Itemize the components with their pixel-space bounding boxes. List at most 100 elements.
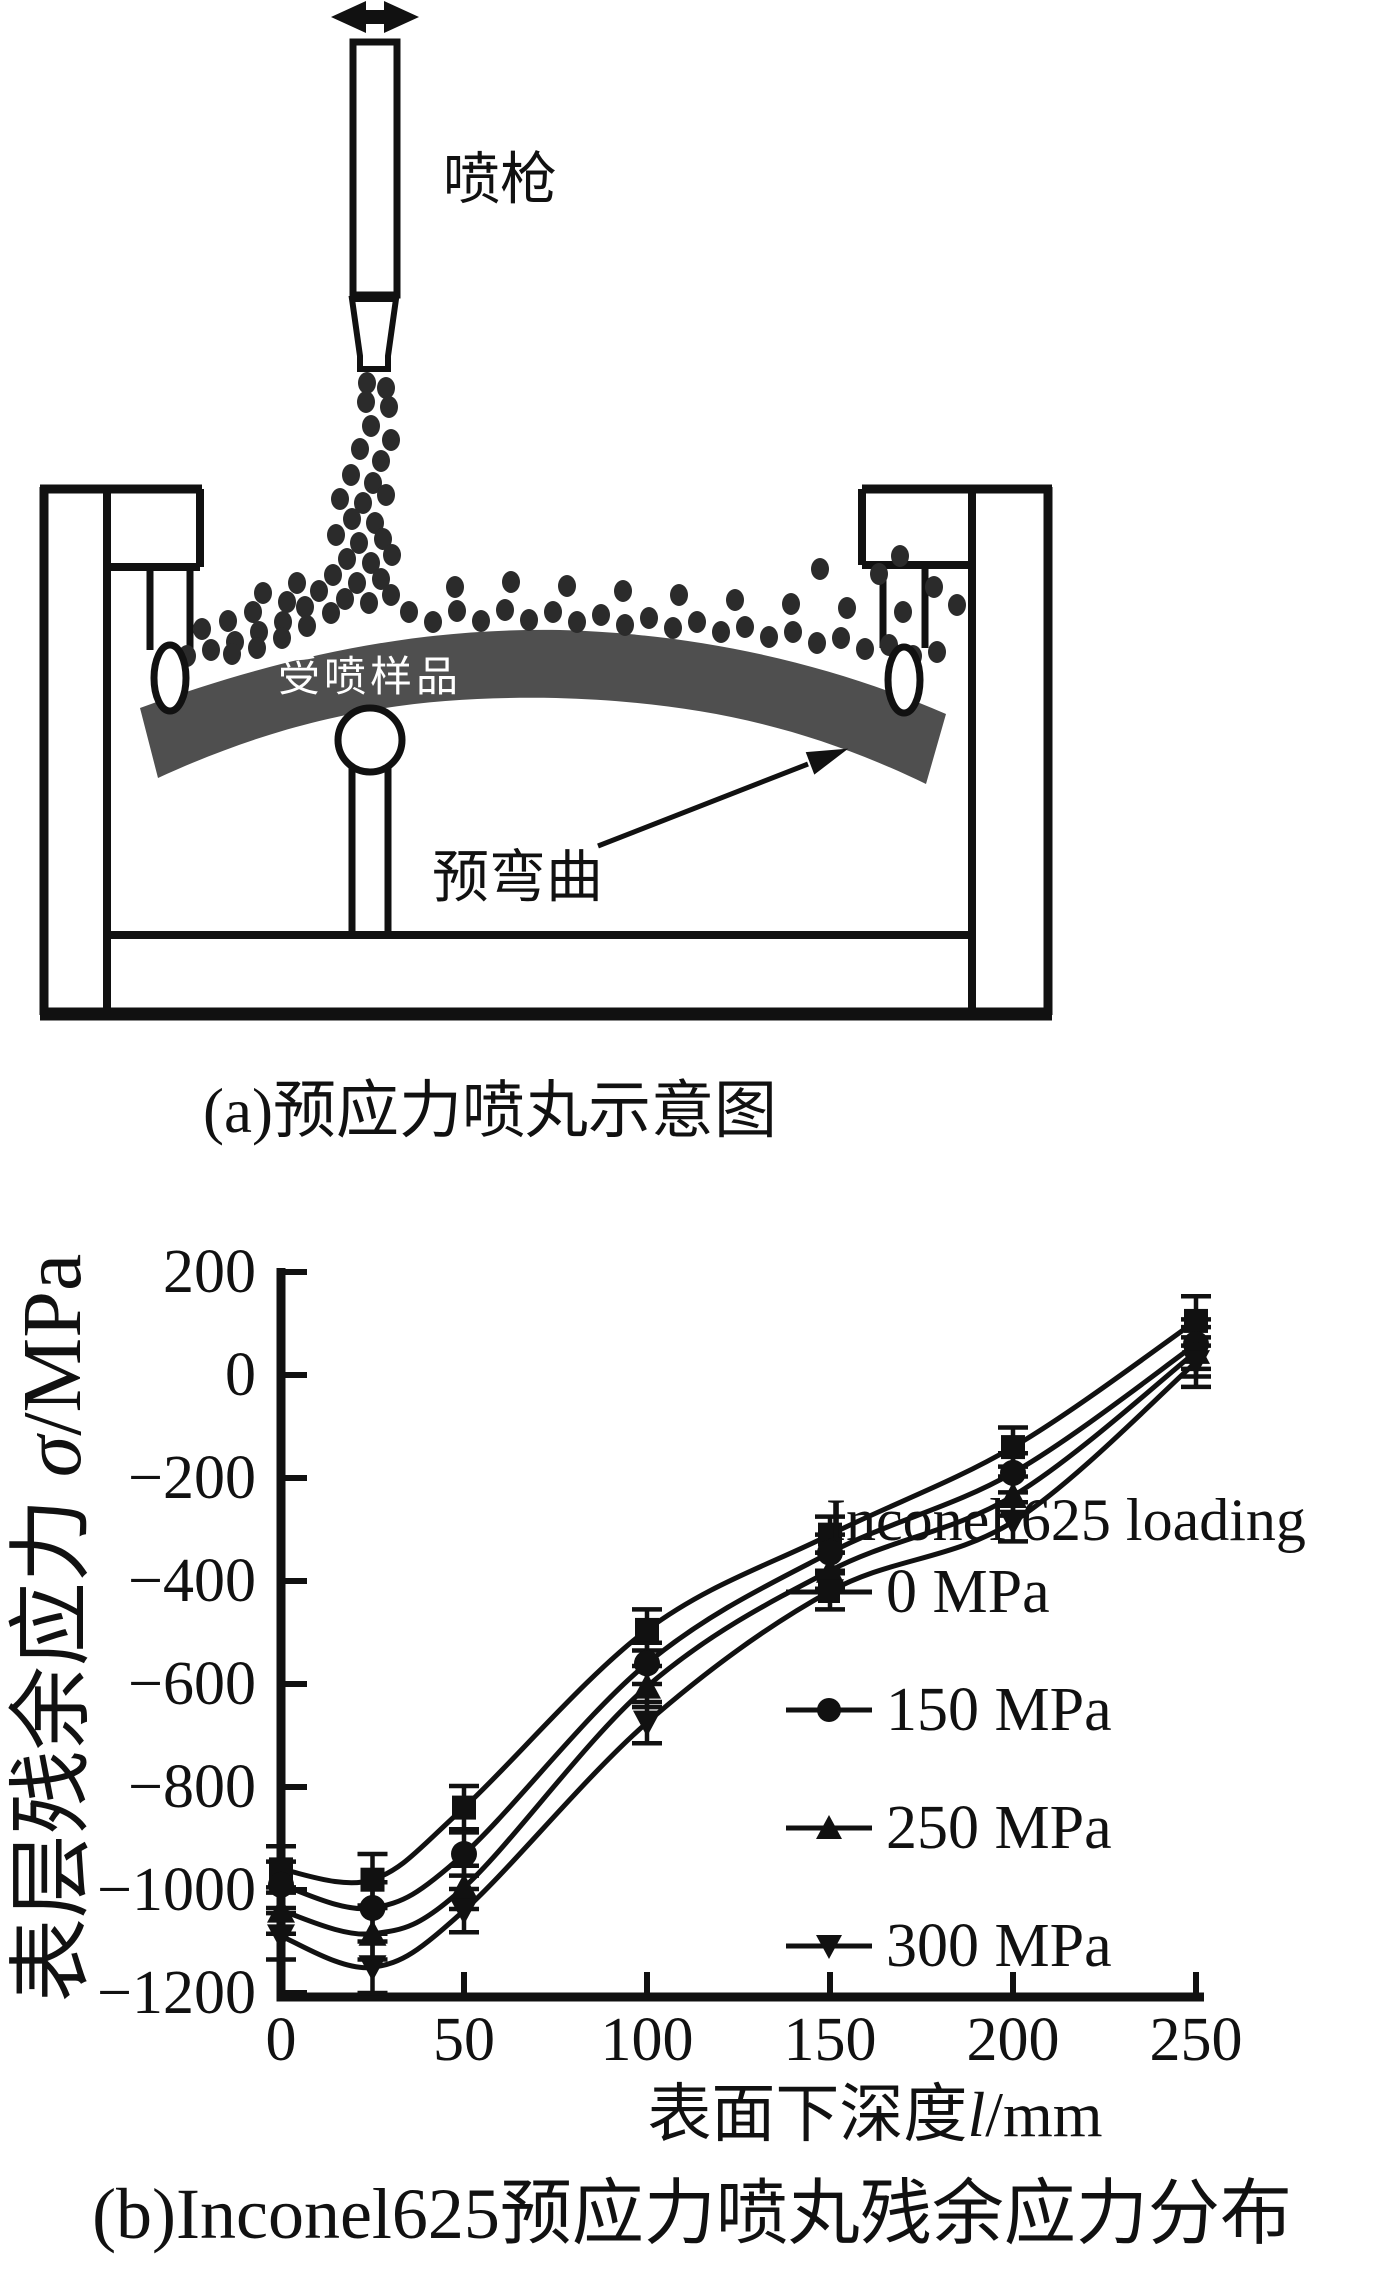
fixture-frame <box>39 484 1053 1021</box>
shot-particle <box>712 621 730 643</box>
legend-marker-circle <box>817 1698 841 1722</box>
shot-particle <box>350 532 368 554</box>
shot-particle <box>336 588 354 610</box>
shot-particle <box>808 632 826 654</box>
shot-particle <box>296 596 314 618</box>
data-point-circle <box>817 1539 843 1566</box>
data-point-square <box>452 1795 476 1820</box>
data-point-triangle-up <box>999 1482 1027 1509</box>
shot-particle <box>254 582 272 604</box>
shot-particle <box>568 611 586 633</box>
shot-particle <box>357 391 375 413</box>
shot-particle <box>248 637 266 659</box>
y-tick-label: 200 <box>163 1238 256 1306</box>
shot-particle <box>424 611 442 633</box>
series-curve-2 <box>280 1349 1198 1937</box>
x-axis-label: 表面下深度l/mm <box>647 2079 1102 2150</box>
data-point-triangle-down <box>358 1955 387 1982</box>
shot-particle <box>360 592 378 614</box>
chart-plot-area <box>266 1293 1211 1996</box>
spray-gun-barrel <box>349 38 401 299</box>
panel-a-caption: (a)预应力喷丸示意图 <box>203 1076 777 1146</box>
x-tick-label: 50 <box>433 2006 495 2074</box>
data-point-triangle-up <box>267 1896 295 1923</box>
shot-particle <box>322 602 340 624</box>
shot-particle <box>354 492 372 514</box>
shot-particle <box>894 601 912 623</box>
data-point-square <box>635 1617 659 1642</box>
series-curve-3 <box>280 1360 1198 1971</box>
shot-particle <box>223 643 241 665</box>
shot-particle <box>870 563 888 585</box>
y-axis-label-text: 表层残余应力 <box>6 1477 99 2002</box>
data-point-triangle-down <box>1182 1350 1210 1377</box>
shot-particle <box>446 576 464 598</box>
data-point-circle <box>268 1871 294 1898</box>
panel-a-diagram: 喷枪 受喷样品 预弯曲 <box>39 1 1053 1146</box>
y-axis-label-unit: /MPa <box>6 1254 99 1436</box>
shot-particle <box>202 639 220 661</box>
y-tick-label: −600 <box>128 1650 256 1718</box>
shot-particle <box>664 617 682 639</box>
y-tick-label: 0 <box>225 1341 256 1409</box>
data-point-circle <box>451 1840 477 1867</box>
shot-particle <box>310 580 328 602</box>
shot-particle <box>377 377 395 399</box>
center-support-post <box>348 750 392 935</box>
shot-particle <box>343 508 361 530</box>
x-tick-label: 0 <box>266 2006 297 2074</box>
shot-particle <box>558 575 576 597</box>
sample-band <box>140 629 946 784</box>
shot-particle <box>382 429 400 451</box>
shot-particle <box>219 610 237 632</box>
data-point-triangle-down <box>450 1898 478 1925</box>
data-point-circle <box>359 1895 386 1922</box>
shot-particle <box>331 488 349 510</box>
shot-particle <box>784 621 802 643</box>
legend-label: 150 MPa <box>886 1676 1112 1744</box>
shot-particle <box>274 611 292 633</box>
data-point-circle <box>1000 1459 1026 1486</box>
shot-particle <box>366 512 384 534</box>
left-clamp-arm <box>146 567 194 650</box>
right-clamp-block <box>858 489 972 569</box>
shot-particle <box>380 396 398 418</box>
gun-label: 喷枪 <box>443 149 557 212</box>
shot-particle <box>592 604 610 626</box>
legend-label: 300 MPa <box>886 1912 1112 1980</box>
panel-b-caption: (b)Inconel625预应力喷丸残余应力分布 <box>92 2174 1292 2254</box>
sample-label: 受喷样品 <box>278 655 462 701</box>
data-point-triangle-down <box>633 1710 661 1737</box>
left-clamp-block <box>107 489 204 571</box>
prebend-arrow-head <box>805 748 849 775</box>
legend-marker-triangle-up <box>816 1815 842 1839</box>
y-axis-label-symbol: σ <box>6 1432 99 1477</box>
shot-particle <box>288 572 306 594</box>
shot-particle <box>383 544 401 566</box>
shot-particle <box>372 450 390 472</box>
shot-particle <box>811 558 829 580</box>
data-point-triangle-up <box>633 1672 661 1699</box>
shot-particle <box>400 601 418 623</box>
shot-particle <box>448 600 466 622</box>
shot-particle <box>362 415 380 437</box>
shot-particle <box>856 638 874 660</box>
y-tick-label: −800 <box>128 1753 256 1821</box>
x-tick-label: 250 <box>1150 2006 1243 2074</box>
shot-particle <box>616 614 634 636</box>
shot-particle <box>342 464 360 486</box>
legend-marker-square <box>818 1581 840 1603</box>
legend-label: 250 MPa <box>886 1794 1112 1862</box>
data-point-square <box>360 1867 385 1892</box>
x-axis-label-symbol: l <box>967 2079 985 2150</box>
shot-particle <box>496 599 514 621</box>
x-axis-label-text: 表面下深度 <box>647 2079 967 2150</box>
data-point-square <box>1001 1435 1025 1460</box>
shot-particle <box>838 597 856 619</box>
shot-particle <box>520 609 538 631</box>
chart-legend: 0 MPa 150 MPa 250 MPa 300 MPa <box>786 1558 1112 1980</box>
shot-particle <box>273 627 291 649</box>
shot-particle <box>377 484 395 506</box>
